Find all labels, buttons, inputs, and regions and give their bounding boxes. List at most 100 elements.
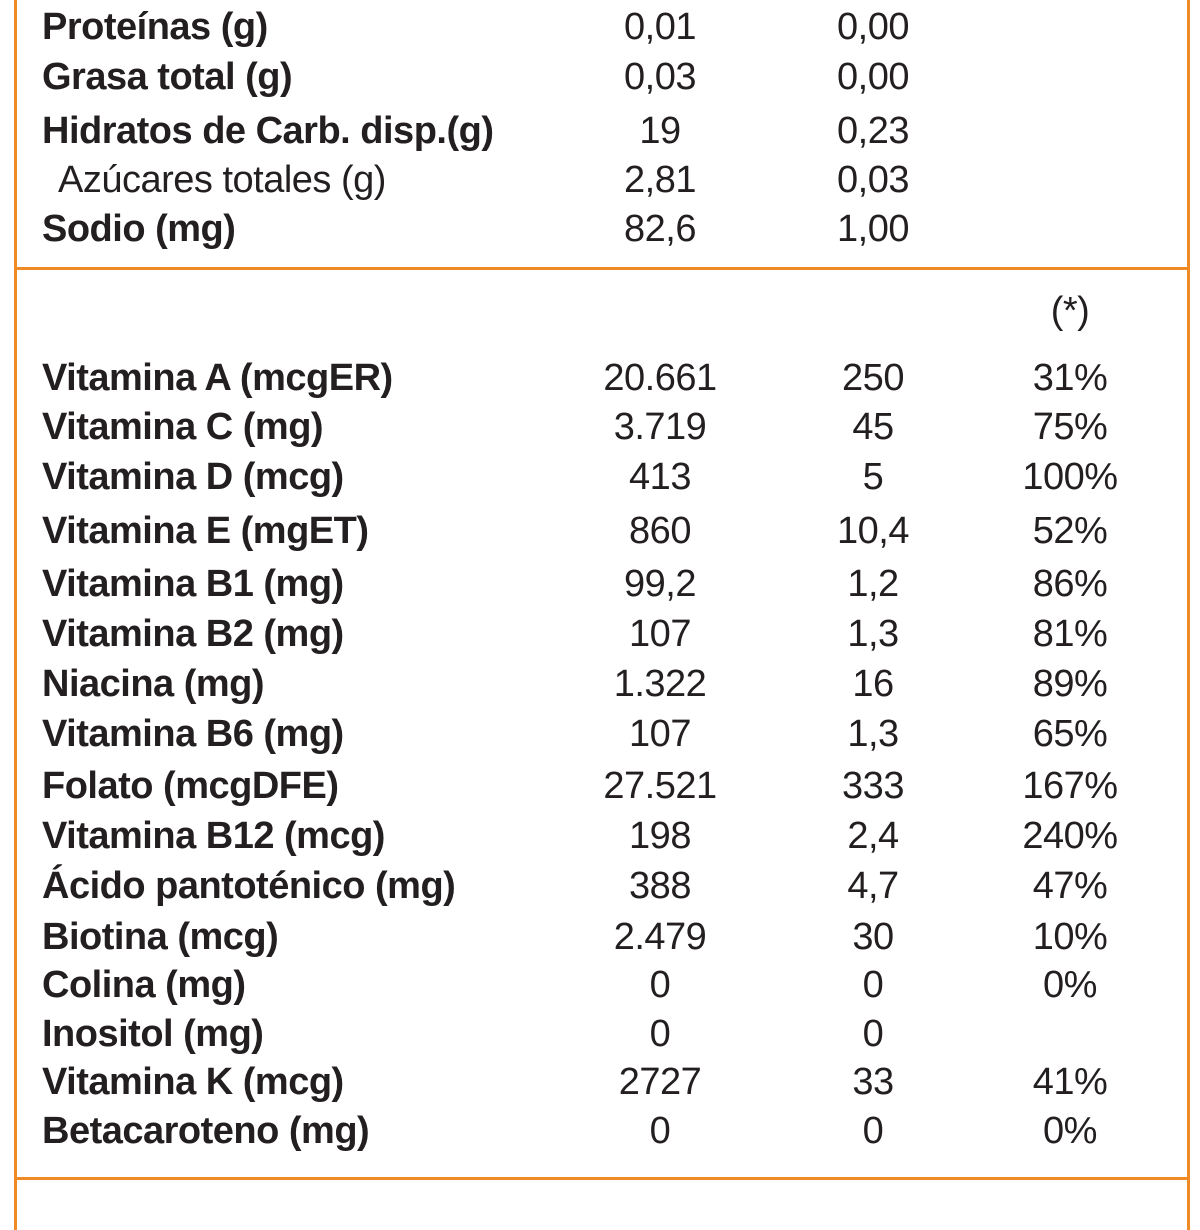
- vitamin-value-col2: 10,4: [837, 510, 909, 552]
- macro-value-col2: 0,23: [837, 110, 909, 152]
- vitamin-percent: 75%: [1032, 406, 1108, 448]
- vitamin-row: Inositol (mg) 0 0: [0, 1009, 1200, 1059]
- vitamin-value-col2: 1,3: [847, 713, 899, 755]
- vitamin-row: Vitamina C (mg) 3.719 45 75%: [0, 402, 1200, 452]
- macro-value-col1: 0,03: [624, 56, 696, 98]
- vitamin-value-col2: 1,2: [847, 563, 899, 605]
- section-divider-vitamins: [14, 1177, 1190, 1180]
- vitamin-value-col1: 413: [629, 456, 691, 498]
- vitamin-percent: 65%: [1032, 713, 1108, 755]
- vitamin-value-col2: 33: [852, 1061, 894, 1103]
- vitamin-value-col1: 99,2: [624, 563, 696, 605]
- vitamin-row: Folato (mcgDFE) 27.521 333 167%: [0, 761, 1200, 811]
- vitamin-value-col1: 860: [629, 510, 691, 552]
- vitamin-label: Vitamina E (mgET): [42, 510, 369, 552]
- vitamin-value-col2: 2,4: [847, 815, 899, 857]
- vitamin-value-col1: 3.719: [613, 406, 707, 448]
- vitamin-label: Vitamina C (mg): [42, 406, 324, 448]
- vitamin-value-col1: 0: [649, 1013, 671, 1055]
- vitamin-value-col2: 250: [842, 357, 904, 399]
- macro-label: Hidratos de Carb. disp.(g): [42, 110, 494, 152]
- vitamin-percent: 31%: [1032, 357, 1108, 399]
- nutrition-table-frame: [14, 0, 1190, 1230]
- vitamin-row: Vitamina D (mcg) 413 5 100%: [0, 452, 1200, 502]
- macro-row-proteins: Proteínas (g) 0,01 0,00: [0, 2, 1200, 52]
- macro-value-col2: 0,00: [837, 56, 909, 98]
- vitamin-percent: 81%: [1032, 613, 1108, 655]
- vitamin-value-col1: 107: [629, 713, 691, 755]
- vitamin-value-col1: 198: [629, 815, 691, 857]
- vitamin-percent: 86%: [1032, 563, 1108, 605]
- macro-label: Grasa total (g): [42, 56, 293, 98]
- vitamin-value-col1: 1.322: [613, 663, 707, 705]
- vitamin-value-col2: 0: [862, 1110, 884, 1152]
- vitamin-value-col1: 388: [629, 865, 691, 907]
- section-divider-macros: [14, 267, 1190, 270]
- macro-value-col1: 2,81: [624, 159, 696, 201]
- vitamin-row: Vitamina K (mcg) 2727 33 41%: [0, 1057, 1200, 1107]
- vitamin-row: Ácido pantoténico (mg) 388 4,7 47%: [0, 861, 1200, 911]
- vitamin-percent: 52%: [1032, 510, 1108, 552]
- vitamin-label: Vitamina B2 (mg): [42, 613, 344, 655]
- vitamin-percent: 0%: [1043, 1110, 1097, 1152]
- macro-value-col2: 1,00: [837, 208, 909, 250]
- vitamin-value-col2: 5: [862, 456, 884, 498]
- macro-row-carbs: Hidratos de Carb. disp.(g) 19 0,23: [0, 106, 1200, 156]
- vitamin-value-col2: 16: [852, 663, 894, 705]
- vitamin-percent: 47%: [1032, 865, 1108, 907]
- vitamin-row: Vitamina B2 (mg) 107 1,3 81%: [0, 609, 1200, 659]
- vitamin-value-col1: 0: [649, 964, 671, 1006]
- macro-label: Sodio (mg): [42, 208, 236, 250]
- vitamin-value-col1: 20.661: [603, 357, 717, 399]
- vitamin-row: Colina (mg) 0 0 0%: [0, 960, 1200, 1010]
- daily-value-note: (*): [1050, 290, 1090, 332]
- vitamin-label: Vitamina A (mcgER): [42, 357, 393, 399]
- vitamin-row: Vitamina B1 (mg) 99,2 1,2 86%: [0, 559, 1200, 609]
- vitamin-value-col1: 27.521: [603, 765, 717, 807]
- vitamin-row: Vitamina B6 (mg) 107 1,3 65%: [0, 709, 1200, 759]
- vitamin-percent: 100%: [1022, 456, 1118, 498]
- vitamin-value-col2: 4,7: [847, 865, 899, 907]
- macro-label: Azúcares totales (g): [58, 159, 386, 201]
- vitamin-percent: 167%: [1022, 765, 1118, 807]
- vitamin-row: Betacaroteno (mg) 0 0 0%: [0, 1106, 1200, 1156]
- vitamin-value-col2: 0: [862, 1013, 884, 1055]
- vitamin-label: Vitamina K (mcg): [42, 1061, 344, 1103]
- vitamin-label: Biotina (mcg): [42, 916, 279, 958]
- vitamin-value-col2: 45: [852, 406, 894, 448]
- vitamin-label: Inositol (mg): [42, 1013, 264, 1055]
- macro-row-fat: Grasa total (g) 0,03 0,00: [0, 52, 1200, 102]
- vitamin-label: Vitamina B1 (mg): [42, 563, 344, 605]
- macro-row-sodium: Sodio (mg) 82,6 1,00: [0, 204, 1200, 254]
- vitamin-row: Niacina (mg) 1.322 16 89%: [0, 659, 1200, 709]
- vitamin-percent: 0%: [1043, 964, 1097, 1006]
- macro-row-sugars: Azúcares totales (g) 2,81 0,03: [0, 155, 1200, 205]
- vitamin-label: Ácido pantoténico (mg): [42, 865, 456, 907]
- vitamin-label: Vitamina B6 (mg): [42, 713, 344, 755]
- vitamin-percent: 41%: [1032, 1061, 1108, 1103]
- vitamin-value-col1: 0: [649, 1110, 671, 1152]
- vitamin-row: Vitamina B12 (mcg) 198 2,4 240%: [0, 811, 1200, 861]
- vitamin-value-col1: 107: [629, 613, 691, 655]
- vitamin-label: Vitamina D (mcg): [42, 456, 344, 498]
- vitamin-value-col2: 0: [862, 964, 884, 1006]
- vitamin-percent: 89%: [1032, 663, 1108, 705]
- vitamin-value-col2: 30: [852, 916, 894, 958]
- vitamin-value-col1: 2.479: [613, 916, 707, 958]
- vitamins-header-row: (*): [0, 286, 1200, 336]
- vitamin-percent: 240%: [1022, 815, 1118, 857]
- vitamin-row: Biotina (mcg) 2.479 30 10%: [0, 912, 1200, 962]
- vitamin-value-col2: 333: [842, 765, 904, 807]
- vitamin-value-col1: 2727: [618, 1061, 702, 1103]
- macro-label: Proteínas (g): [42, 6, 268, 48]
- vitamin-row: Vitamina A (mcgER) 20.661 250 31%: [0, 353, 1200, 403]
- macro-value-col1: 82,6: [624, 208, 696, 250]
- vitamin-value-col2: 1,3: [847, 613, 899, 655]
- vitamin-label: Betacaroteno (mg): [42, 1110, 370, 1152]
- macro-value-col1: 19: [639, 110, 681, 152]
- vitamin-label: Folato (mcgDFE): [42, 765, 339, 807]
- vitamin-label: Vitamina B12 (mcg): [42, 815, 385, 857]
- macro-value-col1: 0,01: [624, 6, 696, 48]
- vitamin-percent: 10%: [1032, 916, 1108, 958]
- vitamin-label: Colina (mg): [42, 964, 246, 1006]
